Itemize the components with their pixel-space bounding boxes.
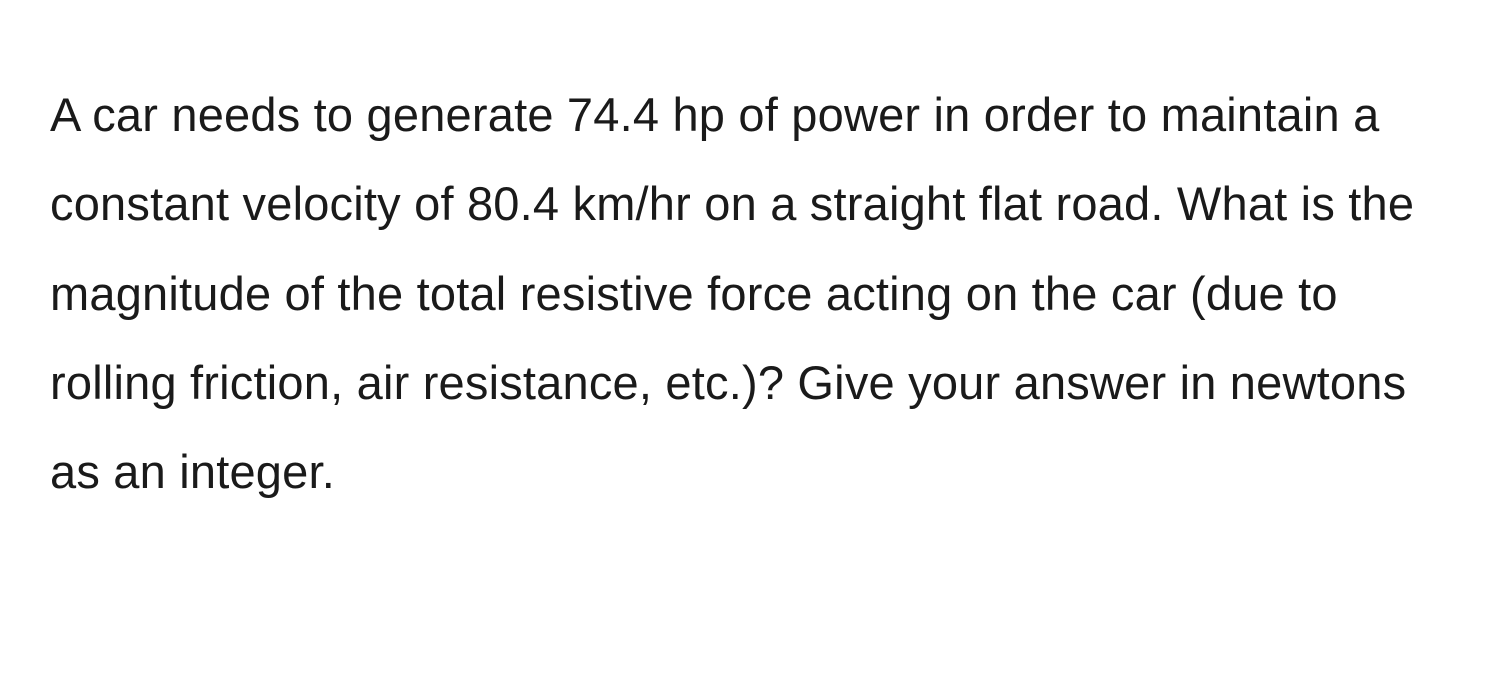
physics-question-text: A car needs to generate 74.4 hp of power… xyxy=(50,70,1450,516)
